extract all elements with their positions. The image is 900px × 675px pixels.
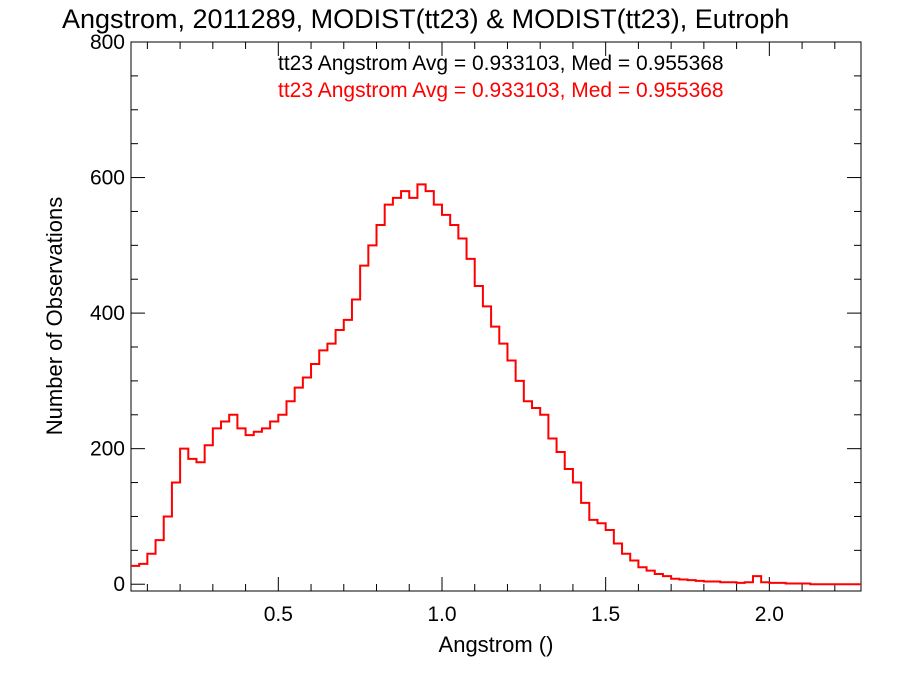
x-axis-ticks: 0.5 1.0 1.5 2.0: [146, 42, 836, 626]
y-tick-label: 200: [90, 438, 125, 461]
x-tick-label: 0.5: [264, 603, 293, 626]
series-layer: [131, 183, 861, 586]
x-tick-label: 1.0: [427, 603, 456, 626]
x-tick-label: 1.5: [591, 603, 620, 626]
histogram-series-line: [131, 183, 861, 586]
y-tick-label: 400: [90, 302, 125, 325]
y-axis-ticks: 0 200 400 600 800: [90, 31, 861, 596]
y-tick-label: 0: [113, 573, 125, 596]
y-axis-label: Number of Observations: [42, 197, 67, 435]
stats-annotation: tt23 Angstrom Avg = 0.933103, Med = 0.95…: [278, 52, 724, 75]
x-axis-label: Angstrom (): [439, 632, 554, 657]
y-tick-label: 600: [90, 167, 125, 190]
y-tick-label: 800: [90, 31, 125, 54]
stats-annotation: tt23 Angstrom Avg = 0.933103, Med = 0.95…: [278, 79, 724, 102]
chart-title: Angstrom, 2011289, MODIST(tt23) & MODIST…: [62, 4, 789, 34]
plot-frame: [130, 41, 862, 592]
annotation-layer: tt23 Angstrom Avg = 0.933103, Med = 0.95…: [278, 52, 724, 102]
x-tick-label: 2.0: [755, 603, 784, 626]
